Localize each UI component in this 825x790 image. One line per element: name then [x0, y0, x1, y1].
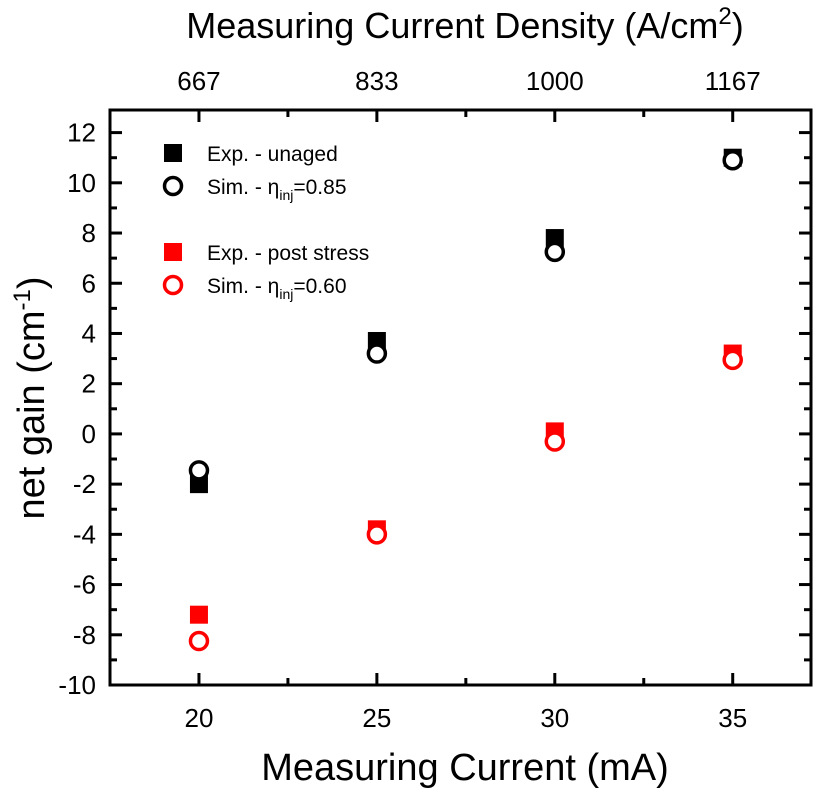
y-tick-label: -6	[73, 570, 96, 600]
y-tick-label: 8	[82, 218, 96, 248]
y-tick-label: -10	[58, 670, 96, 700]
y-tick-label: 10	[67, 168, 96, 198]
data-point-square	[189, 475, 208, 494]
x-axis-title: Measuring Current (mA)	[261, 747, 669, 789]
y-tick-label: -4	[73, 519, 96, 549]
legend-marker	[162, 175, 184, 197]
y-tick-label: 12	[67, 118, 96, 148]
y-tick-label: 4	[82, 318, 96, 348]
data-point-square	[189, 605, 208, 624]
x-tick-label: 25	[362, 703, 391, 733]
data-point-circle	[544, 431, 566, 452]
legend-label: Exp. - post stress	[207, 242, 369, 265]
legend-label: Sim. - ηinj=0.60	[207, 275, 347, 302]
legend: Exp. - unaged Sim. - ηinj=0.85 Exp. - post…	[162, 143, 369, 302]
y-tick-label: 2	[82, 369, 96, 399]
series-sim-inj-0-60	[188, 349, 743, 652]
series-sim-inj-0-85	[188, 149, 743, 481]
data-point-circle	[544, 241, 566, 263]
data-point-circle	[188, 460, 210, 481]
top-tick-label: 1000	[526, 66, 584, 96]
legend-label: Sim. - ηinj=0.85	[207, 176, 347, 203]
y-axis-title: net gain (cm-1)	[9, 276, 53, 519]
data-point-circle	[366, 524, 388, 545]
data-point-circle	[722, 349, 743, 371]
top-axis-title: Measuring Current Density (A/cm2)	[186, 3, 744, 46]
top-tick-label: 1167	[705, 66, 761, 96]
data-point-circle	[722, 149, 743, 171]
y-tick-label: -8	[73, 620, 96, 650]
legend-marker	[162, 274, 184, 296]
plot-frame	[108, 108, 813, 687]
series-exp-unaged	[189, 148, 742, 494]
data-point-square	[545, 229, 564, 248]
legend-marker	[164, 243, 182, 261]
top-tick-label: 667	[177, 66, 220, 96]
legend-label: Exp. - unaged	[207, 143, 338, 166]
top-tick-label: 833	[355, 66, 398, 96]
x-tick-label: 30	[540, 703, 569, 733]
data-point-circle	[366, 343, 388, 364]
y-tick-label: -2	[73, 469, 96, 499]
x-tick-label: 20	[184, 703, 213, 733]
series-exp-post-stress	[189, 344, 742, 624]
y-tick-label: 6	[82, 268, 96, 298]
y-tick-label: 0	[82, 419, 96, 449]
data-point-circle	[188, 630, 210, 652]
x-tick-label: 35	[718, 703, 747, 733]
legend-marker	[164, 144, 182, 162]
